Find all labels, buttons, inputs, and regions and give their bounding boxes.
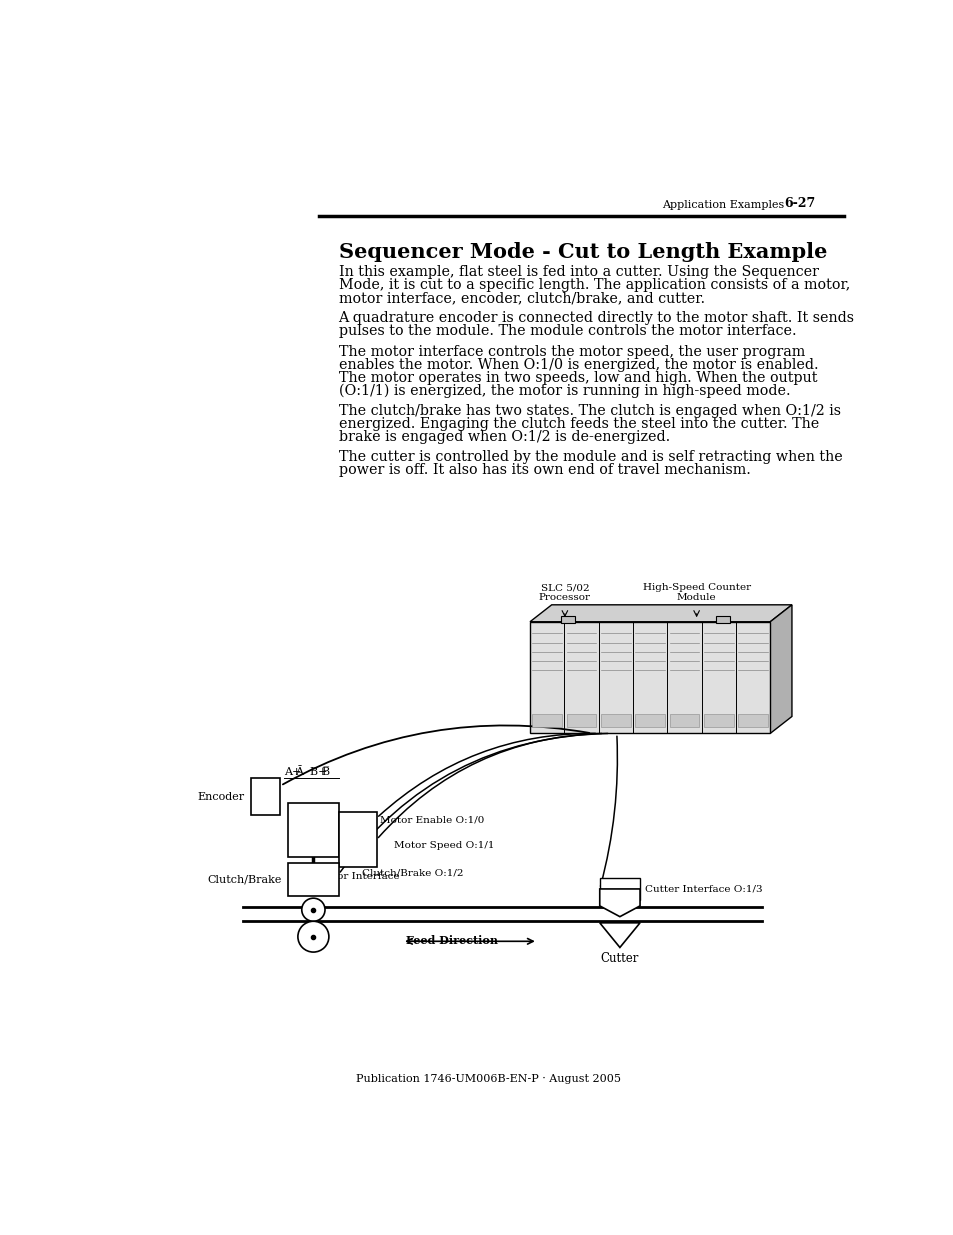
Text: In this example, flat steel is fed into a cutter. Using the Sequencer: In this example, flat steel is fed into … [338,266,818,279]
Text: Application Examples: Application Examples [661,200,783,210]
Text: Clutch/Brake: Clutch/Brake [208,874,282,884]
Circle shape [297,921,329,952]
Text: B̅: B̅ [321,767,330,777]
Text: Motor: Motor [293,824,334,836]
Polygon shape [599,878,639,900]
Text: motor interface, encoder, clutch/brake, and cutter.: motor interface, encoder, clutch/brake, … [338,291,704,305]
Polygon shape [251,778,280,815]
Text: Encoder: Encoder [197,792,245,802]
Polygon shape [532,714,561,727]
Polygon shape [769,605,791,734]
Text: Sequencer Mode - Cut to Length Example: Sequencer Mode - Cut to Length Example [338,242,826,262]
Polygon shape [599,923,639,947]
Text: The motor operates in two speeds, low and high. When the output: The motor operates in two speeds, low an… [338,370,816,384]
Polygon shape [288,803,338,857]
Text: Clutch/Brake O:1/2: Clutch/Brake O:1/2 [361,869,463,878]
Text: Mode, it is cut to a specific length. The application consists of a motor,: Mode, it is cut to a specific length. Th… [338,278,849,293]
Text: Ā: Ā [294,767,303,777]
Polygon shape [566,714,596,727]
Text: Feed Direction: Feed Direction [406,935,497,946]
Text: B+: B+ [303,767,327,777]
Text: SLC 5/02
Processor: SLC 5/02 Processor [538,583,590,603]
Polygon shape [716,615,729,624]
Polygon shape [703,714,733,727]
Text: brake is engaged when O:1/2 is de-energized.: brake is engaged when O:1/2 is de-energi… [338,430,669,443]
Circle shape [301,898,325,921]
Polygon shape [530,621,769,734]
Text: Cutter: Cutter [600,952,639,965]
Text: energized. Engaging the clutch feeds the steel into the cutter. The: energized. Engaging the clutch feeds the… [338,417,818,431]
Polygon shape [635,714,664,727]
Polygon shape [560,615,575,624]
Text: High-Speed Counter
Module: High-Speed Counter Module [642,583,750,603]
Text: The clutch/brake has two states. The clutch is engaged when O:1/2 is: The clutch/brake has two states. The clu… [338,404,840,417]
Text: Publication 1746-UM006B-EN-P · August 2005: Publication 1746-UM006B-EN-P · August 20… [356,1073,620,1084]
Text: pulses to the module. The module controls the motor interface.: pulses to the module. The module control… [338,325,796,338]
Text: Motor Speed O:1/1: Motor Speed O:1/1 [394,841,494,850]
Text: 6-27: 6-27 [783,196,815,210]
Text: Cutter Interface O:1/3: Cutter Interface O:1/3 [644,884,761,893]
Polygon shape [530,605,791,621]
Text: A+: A+ [284,767,301,777]
Text: Motor Interface: Motor Interface [315,872,399,881]
Polygon shape [738,714,767,727]
Text: (O:1/1) is energized, the motor is running in high-speed mode.: (O:1/1) is energized, the motor is runni… [338,383,789,398]
Polygon shape [599,889,639,916]
Text: power is off. It also has its own end of travel mechanism.: power is off. It also has its own end of… [338,463,750,477]
Polygon shape [669,714,699,727]
Text: Motor Enable O:1/0: Motor Enable O:1/0 [380,815,484,824]
Text: The cutter is controlled by the module and is self retracting when the: The cutter is controlled by the module a… [338,451,841,464]
Polygon shape [339,811,376,867]
Polygon shape [600,714,630,727]
Text: The motor interface controls the motor speed, the user program: The motor interface controls the motor s… [338,345,804,359]
Text: A quadrature encoder is connected directly to the motor shaft. It sends: A quadrature encoder is connected direct… [338,311,854,326]
Text: enables the motor. When O:1/0 is energized, the motor is enabled.: enables the motor. When O:1/0 is energiz… [338,358,818,372]
Polygon shape [288,863,338,895]
